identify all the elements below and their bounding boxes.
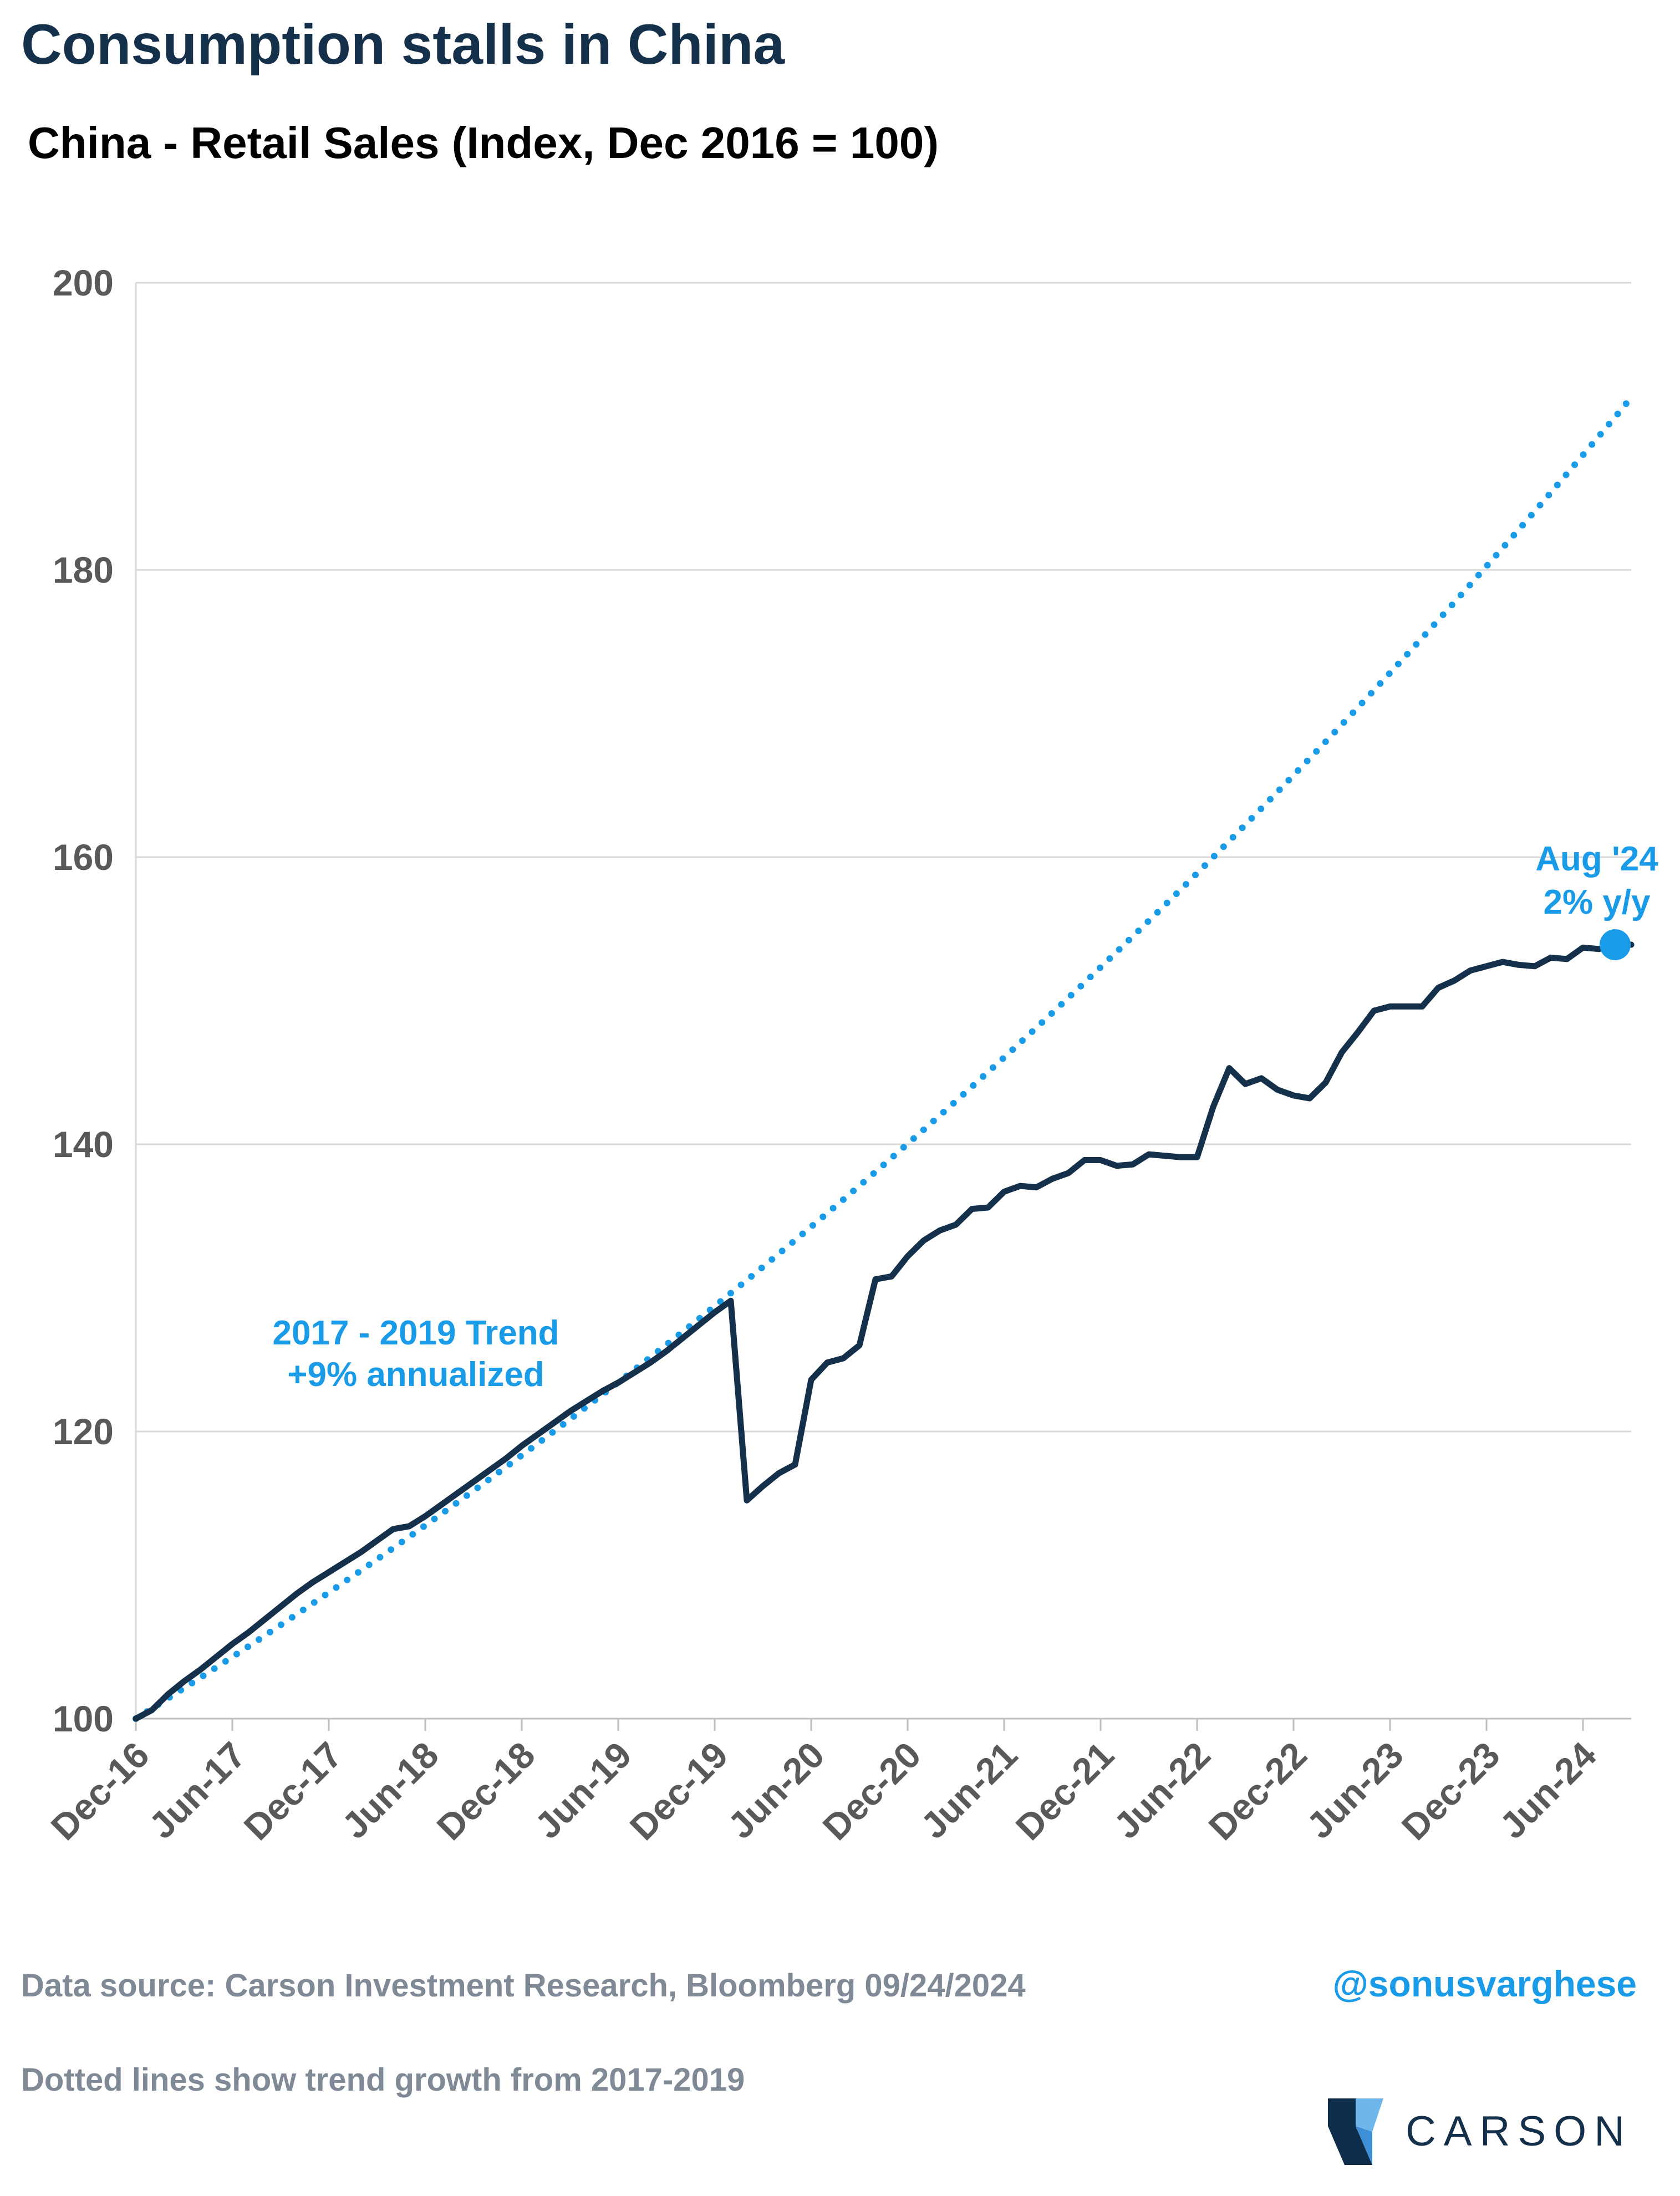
x-tick-label: Jun-23 bbox=[1299, 1734, 1411, 1847]
y-tick-label: 200 bbox=[53, 262, 114, 303]
y-tick-label: 100 bbox=[53, 1698, 114, 1739]
chart-title: Consumption stalls in China bbox=[21, 13, 785, 76]
gridlines bbox=[136, 282, 1631, 1720]
author-handle[interactable]: @sonusvarghese bbox=[1332, 1963, 1637, 2004]
trend-line bbox=[133, 394, 1635, 1722]
x-tick-label: Dec-19 bbox=[622, 1734, 736, 1848]
carson-logo: CARSON bbox=[1322, 2093, 1655, 2170]
x-tick-label: Dec-22 bbox=[1201, 1734, 1315, 1848]
x-tick-label: Jun-24 bbox=[1491, 1734, 1604, 1846]
end-label-line2: 2% y/y bbox=[1543, 883, 1651, 921]
trend-label-line2: +9% annualized bbox=[287, 1356, 544, 1394]
annotations: Aug '24 2% y/y 2017 - 2019 Trend +9% annual… bbox=[273, 840, 1659, 1394]
chart-subtitle: China - Retail Sales (Index, Dec 2016 = … bbox=[28, 118, 939, 167]
x-tick-label: Jun-20 bbox=[720, 1734, 832, 1847]
y-tick-label: 140 bbox=[53, 1124, 114, 1165]
data-source-note: Data source: Carson Investment Research,… bbox=[21, 1968, 1026, 2004]
x-tick-label: Jun-18 bbox=[334, 1734, 446, 1847]
y-tick-label: 180 bbox=[53, 549, 114, 590]
y-tick-label: 160 bbox=[53, 837, 114, 878]
end-label-line1: Aug '24 bbox=[1535, 840, 1658, 878]
retail-sales-line bbox=[133, 940, 1635, 1722]
x-tick-label: Dec-17 bbox=[236, 1734, 350, 1848]
x-tick-label: Dec-16 bbox=[43, 1734, 157, 1848]
x-tick-label: Jun-21 bbox=[913, 1734, 1025, 1847]
y-tick-label: 120 bbox=[53, 1411, 114, 1452]
x-tick-label: Dec-18 bbox=[429, 1734, 543, 1848]
y-axis: 100 120 140 160 180 200 bbox=[53, 262, 137, 1739]
trend-footnote: Dotted lines show trend growth from 2017… bbox=[21, 2062, 745, 2098]
x-tick-label: Dec-20 bbox=[815, 1734, 929, 1848]
trend-label-line1: 2017 - 2019 Trend bbox=[273, 1314, 559, 1352]
x-tick-label: Dec-21 bbox=[1008, 1734, 1122, 1848]
x-tick-label: Jun-22 bbox=[1106, 1734, 1218, 1847]
x-tick-label: Jun-17 bbox=[141, 1734, 253, 1847]
carson-logo-icon bbox=[1328, 2098, 1383, 2165]
x-tick-label: Dec-23 bbox=[1394, 1734, 1508, 1848]
series-layer bbox=[133, 394, 1635, 1722]
latest-value-marker bbox=[1600, 929, 1631, 960]
x-axis: Dec-16Jun-17Dec-17Jun-18Dec-18Jun-19Dec-… bbox=[43, 1718, 1631, 1848]
x-tick-label: Jun-19 bbox=[527, 1734, 639, 1847]
carson-logo-text: CARSON bbox=[1406, 2108, 1633, 2155]
